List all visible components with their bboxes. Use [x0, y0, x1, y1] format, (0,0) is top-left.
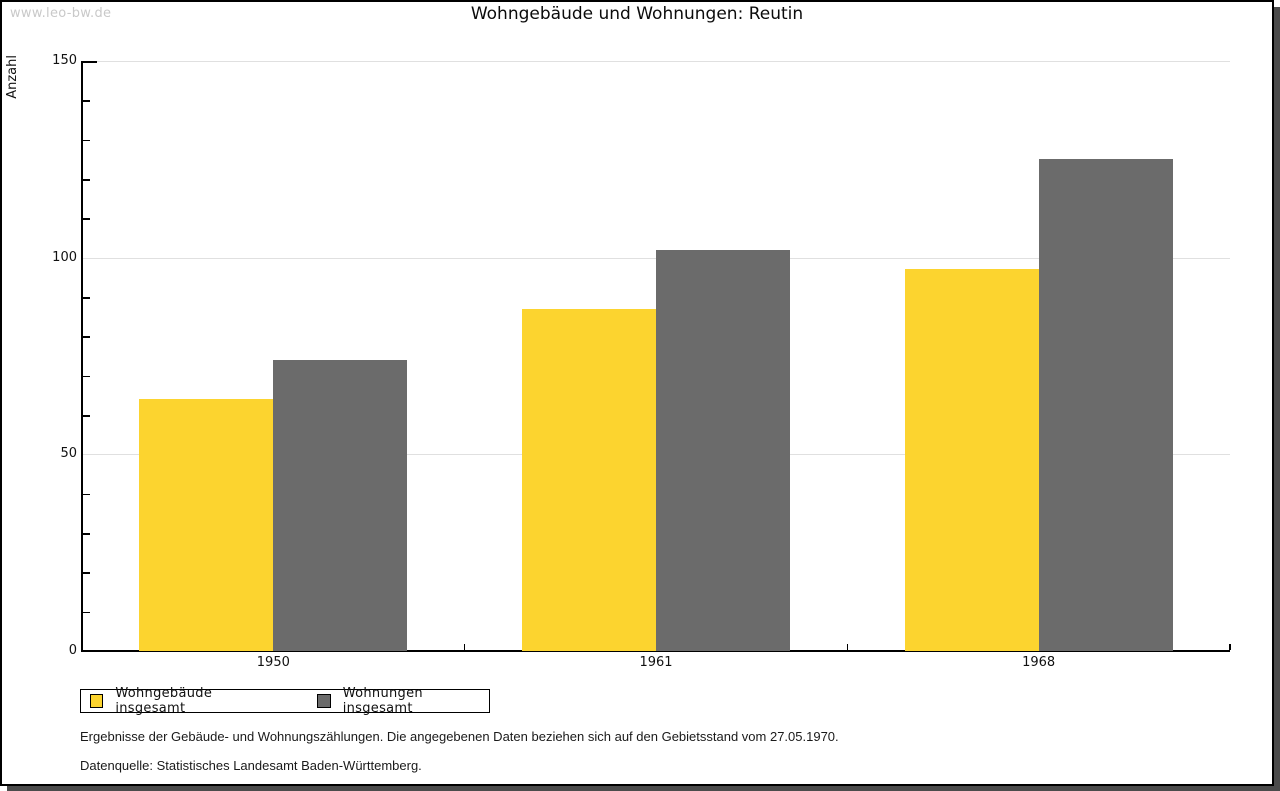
- y-minor-tick-30: [83, 533, 90, 535]
- y-minor-tick-110: [83, 218, 90, 220]
- x-category-boundary-tick-2: [846, 644, 849, 650]
- y-minor-tick-70: [83, 375, 90, 378]
- bar-wohnungen-1961: [656, 249, 790, 651]
- y-minor-tick-20: [83, 572, 90, 574]
- y-axis-line: [81, 61, 83, 651]
- y-minor-tick-60: [83, 415, 90, 417]
- legend-box: Wohngebäude insgesamt Wohnungen insgesamt: [80, 686, 490, 716]
- y-minor-tick-130: [83, 139, 90, 142]
- y-tick-label-50: 50: [60, 446, 77, 462]
- y-tick-label-150: 150: [52, 53, 77, 68]
- legend-item-wohnungen: Wohnungen insgesamt: [317, 686, 489, 716]
- y-tick-label-100: 100: [52, 249, 77, 265]
- x-tick-label-1961: 1961: [639, 655, 673, 670]
- legend-swatch-gray: [317, 694, 331, 708]
- frame-shadow-bottom: [7, 786, 1280, 791]
- legend-item-wohngebaeude: Wohngebäude insgesamt: [90, 686, 277, 716]
- legend-label: Wohnungen insgesamt: [342, 686, 423, 716]
- x-tick-label-1968: 1968: [1022, 655, 1056, 670]
- x-axis-line: [81, 650, 1230, 652]
- y-axis-endcap-tick: [82, 61, 97, 63]
- legend-swatch-yellow: [90, 694, 104, 708]
- y-minor-tick-90: [83, 297, 90, 299]
- y-minor-tick-10: [83, 611, 90, 614]
- chart-title: Wohngebäude und Wohnungen: Reutin: [470, 4, 804, 24]
- footnote-source-note: Ergebnisse der Gebäude- und Wohnungszähl…: [80, 729, 839, 744]
- x-tick-label-1950: 1950: [256, 655, 290, 670]
- bar-wohngebaeude-1961: [522, 308, 656, 651]
- bar-wohngebaeude-1950: [139, 399, 274, 651]
- legend-label: Wohngebäude insgesamt: [115, 686, 213, 716]
- y-minor-tick-120: [83, 179, 90, 181]
- bar-wohnungen-1950: [273, 359, 408, 651]
- bar-wohnungen-1968: [1038, 159, 1173, 651]
- y-minor-tick-80: [83, 336, 90, 338]
- y-tick-label-0: 0: [68, 643, 77, 658]
- bar-wohngebaeude-1968: [904, 269, 1039, 651]
- x-axis-endcap-tick: [1229, 644, 1231, 650]
- y-gridline-150: [82, 61, 1230, 62]
- y-minor-tick-140: [83, 100, 90, 102]
- leo-bw-watermark: www.leo-bw.de: [10, 6, 112, 21]
- x-category-boundary-tick-1: [463, 644, 466, 650]
- footnote-data-source: Datenquelle: Statistisches Landesamt Bad…: [80, 758, 422, 773]
- frame-shadow-right: [1274, 7, 1280, 791]
- y-minor-tick-40: [83, 493, 90, 496]
